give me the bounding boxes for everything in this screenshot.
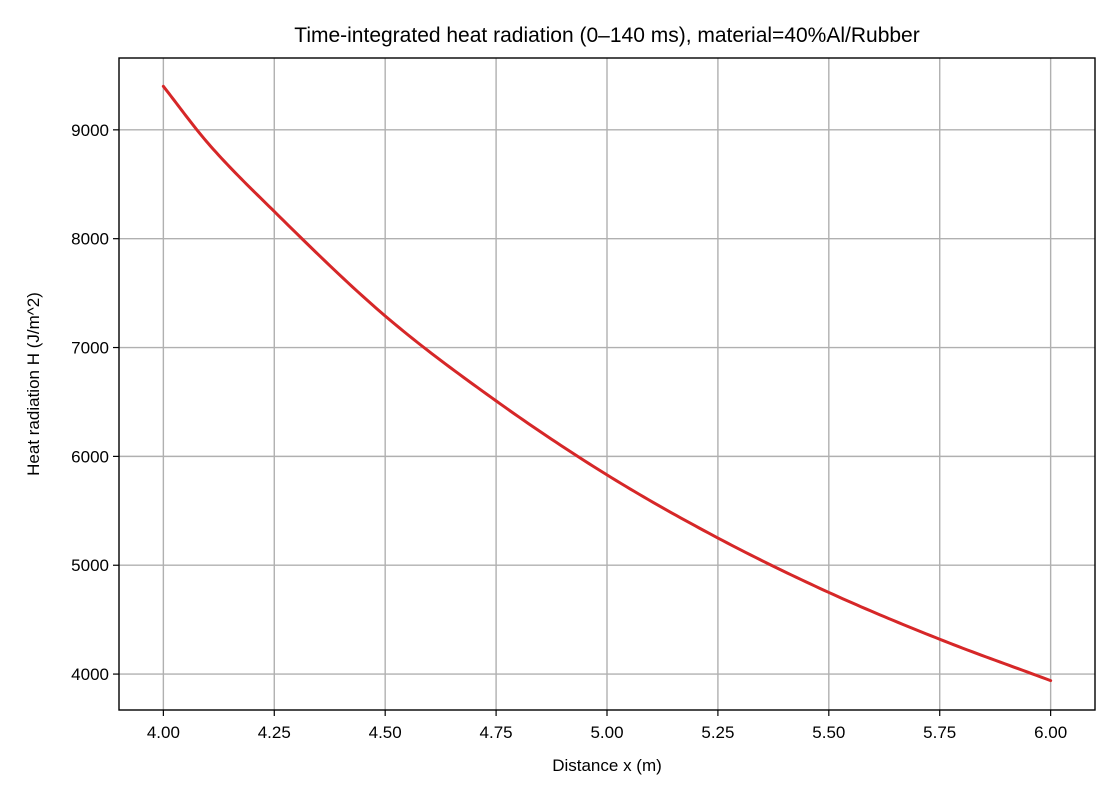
x-axis-label: Distance x (m) bbox=[552, 756, 662, 775]
y-tick-label: 4000 bbox=[71, 665, 109, 684]
chart-title: Time-integrated heat radiation (0–140 ms… bbox=[294, 24, 919, 47]
x-tick-label: 4.00 bbox=[147, 723, 180, 742]
x-tick-label: 5.75 bbox=[923, 723, 956, 742]
y-tick-label: 5000 bbox=[71, 556, 109, 575]
grid bbox=[119, 58, 1095, 710]
series-layer bbox=[161, 84, 1053, 683]
y-tick-label: 8000 bbox=[71, 230, 109, 249]
series-line bbox=[161, 84, 1053, 683]
x-tick-label: 5.00 bbox=[590, 723, 623, 742]
x-tick-label: 4.25 bbox=[258, 723, 291, 742]
x-tick-label: 5.50 bbox=[812, 723, 845, 742]
ticks: 4.00 4.25 4.50 4.75 5.00 5.25 5.50 5.75 6.00 4000… bbox=[71, 121, 1067, 742]
x-tick-label: 5.25 bbox=[701, 723, 734, 742]
x-tick-label: 6.00 bbox=[1034, 723, 1067, 742]
y-tick-label: 7000 bbox=[71, 339, 109, 358]
x-tick-label: 4.75 bbox=[480, 723, 513, 742]
y-axis-label: Heat radiation H (J/m^2) bbox=[24, 292, 43, 476]
x-tick-label: 4.50 bbox=[369, 723, 402, 742]
y-tick-label: 6000 bbox=[71, 447, 109, 466]
y-tick-label: 9000 bbox=[71, 121, 109, 140]
